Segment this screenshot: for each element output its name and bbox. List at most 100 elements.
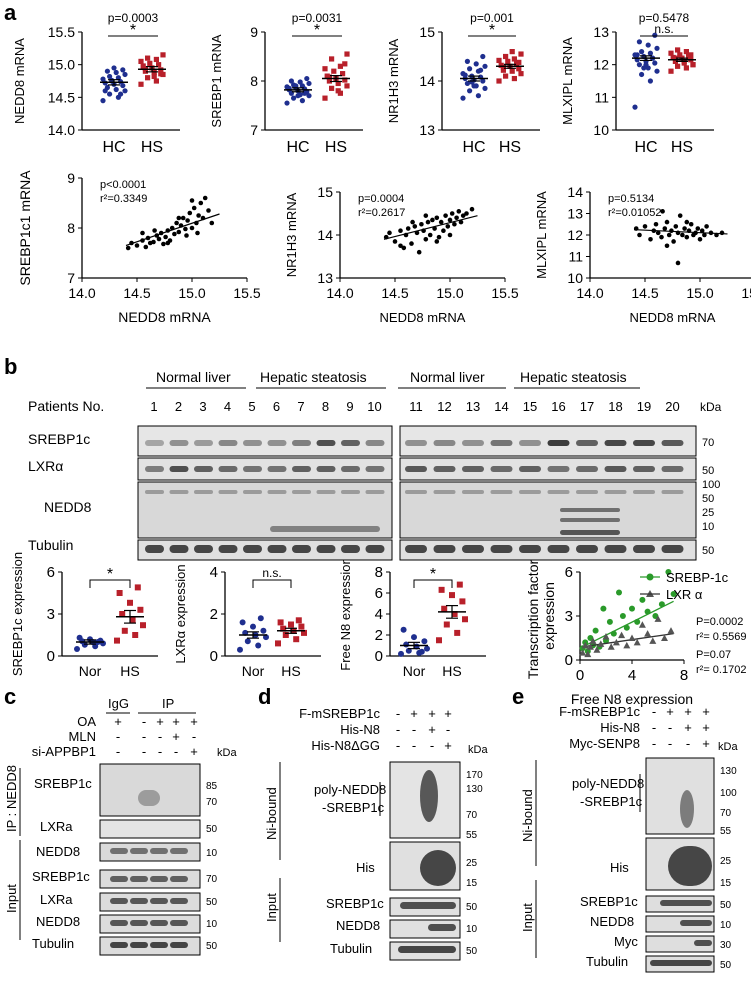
r-squared: r²= 0.5569 (696, 631, 746, 643)
blot-band (433, 466, 456, 472)
kda-marker: 10 (720, 920, 732, 931)
blot-band (194, 545, 213, 553)
kda-marker: 70 (702, 437, 714, 449)
row-label: NEDD8 (590, 914, 634, 929)
data-point (612, 638, 620, 646)
data-point (606, 618, 613, 625)
data-point (473, 61, 479, 67)
x-tick-label: 14.5 (123, 285, 150, 301)
y-tick-label: 10 (567, 270, 583, 286)
blot-band (270, 526, 380, 532)
y-axis-label: MLXIPL mRNA (534, 191, 549, 279)
blot-band (150, 920, 168, 926)
data-point (644, 608, 651, 615)
side-label-ni: Ni-bound (264, 787, 279, 840)
blot-band (170, 898, 188, 904)
data-point (158, 71, 164, 77)
blot-band (365, 545, 385, 553)
data-point (122, 88, 128, 94)
y-axis-label-line: expression (541, 582, 557, 650)
blot-band (365, 490, 385, 494)
blot-band (661, 466, 684, 472)
kda-marker: 130 (466, 784, 483, 795)
data-point (102, 88, 108, 94)
data-point (647, 50, 654, 56)
kda-marker: 50 (206, 941, 218, 952)
data-point (464, 211, 469, 216)
data-point (607, 643, 615, 650)
data-point (291, 95, 297, 101)
data-point (202, 195, 208, 201)
data-point (344, 83, 350, 89)
condition-mark: - (158, 744, 162, 759)
x-tick-label: 15.5 (233, 285, 260, 301)
condition-mark: + (684, 704, 692, 719)
lane-number: 3 (199, 399, 206, 414)
blot-band (150, 898, 168, 904)
data-point (659, 234, 664, 240)
blot-band (150, 942, 168, 948)
data-point (714, 232, 719, 238)
data-point (176, 229, 182, 235)
p-value: p<0.0001 (100, 179, 146, 191)
data-point (500, 64, 506, 70)
lane-number: 8 (322, 399, 329, 414)
p-value: p=0.5134 (608, 193, 654, 205)
data-point (284, 100, 290, 106)
blot-band (560, 518, 620, 522)
data-point (652, 32, 658, 38)
chart-nr1h3-vs-nedd8: 13 14 15 14.0 14.5 15.0 15.5 NEDD8 mRNA NR1H3 mR… (284, 184, 519, 325)
x-tick-label: HC (286, 139, 309, 156)
data-point (189, 225, 195, 231)
condition-mark: + (114, 714, 122, 729)
data-point (119, 611, 126, 617)
blot-band (560, 508, 620, 512)
data-point (708, 230, 714, 236)
blot-band (433, 490, 456, 494)
condition-label: His-N8 (600, 720, 640, 735)
x-tick-label: 14.0 (326, 285, 353, 301)
condition-mark: - (142, 744, 146, 759)
data-point (516, 59, 522, 65)
kda-marker: 15 (720, 878, 732, 889)
lane-number: 18 (608, 399, 622, 414)
condition-mark: + (428, 706, 436, 721)
x-tick-label: 15.5 (741, 285, 751, 301)
x-tick-label: HC (634, 139, 657, 156)
y-tick-label: 4 (375, 606, 383, 623)
blot-band (145, 466, 164, 472)
data-point (153, 56, 159, 63)
condition-label: si-APPBP1 (32, 744, 96, 759)
data-point (586, 643, 594, 650)
data-point (134, 243, 140, 248)
data-point (670, 591, 677, 597)
data-point (255, 642, 262, 649)
row-label: SREBP1c (32, 869, 90, 884)
blot-band (680, 920, 712, 926)
data-point (154, 233, 160, 238)
x-tick-label: Nor (242, 663, 265, 679)
data-point (127, 599, 133, 606)
blot-band (633, 466, 655, 472)
data-point (637, 232, 642, 238)
r-squared: r²=0.2617 (358, 207, 405, 219)
data-point (443, 621, 450, 628)
data-point (649, 637, 657, 644)
data-point (496, 78, 502, 84)
header-ip: IP (162, 696, 174, 711)
data-point (628, 634, 636, 641)
blot-band (462, 466, 484, 472)
blot-band (341, 440, 360, 446)
kda-marker: 50 (206, 824, 218, 835)
blot-band (243, 440, 262, 446)
lane-number: 11 (409, 399, 423, 414)
data-point (641, 65, 647, 71)
data-point (511, 75, 517, 82)
data-point (299, 98, 305, 104)
blot-band (145, 545, 164, 553)
row-label: SREBP1c (580, 894, 638, 909)
panel-label-b: b (4, 354, 17, 379)
p-value: p=0.5478 (639, 11, 690, 25)
row-label: NEDD8 (36, 914, 80, 929)
